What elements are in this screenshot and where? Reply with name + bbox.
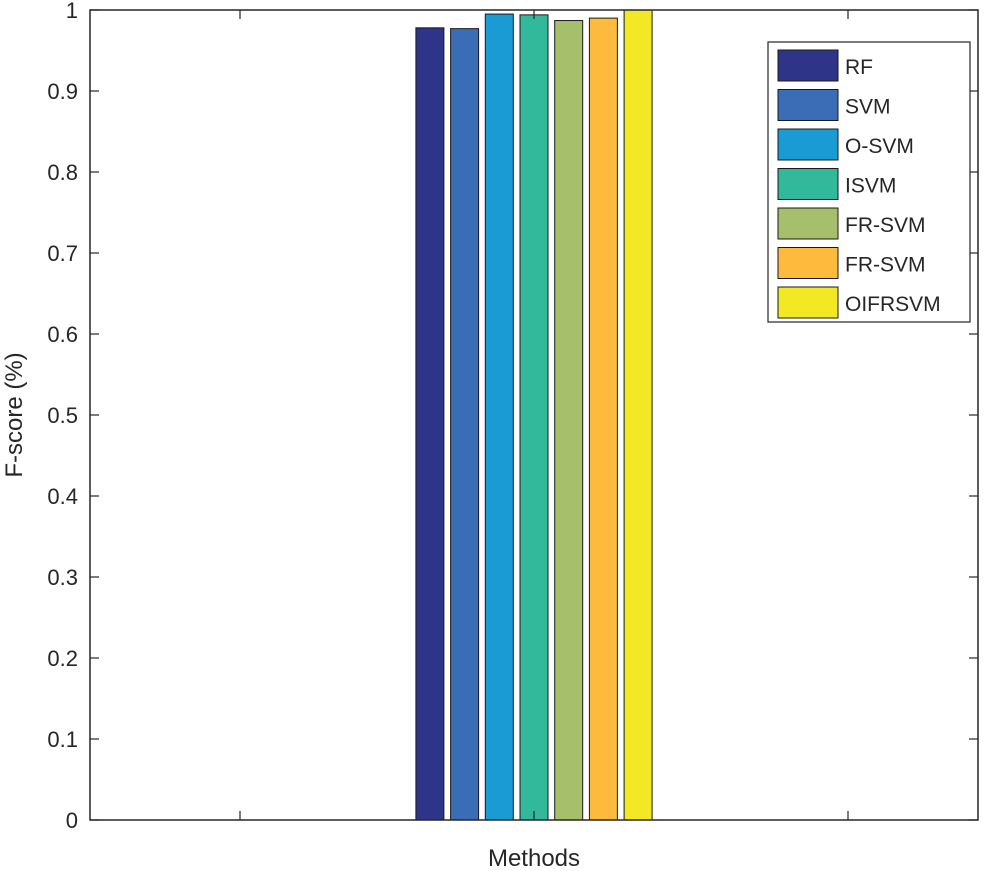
y-tick-label: 0.3 xyxy=(47,565,78,590)
y-tick-label: 0.5 xyxy=(47,403,78,428)
bar-isvm xyxy=(519,14,549,821)
legend-label: OIFRSVM xyxy=(845,293,941,316)
bar-o-svm xyxy=(484,13,514,821)
bar-rf xyxy=(415,27,445,821)
y-tick-label: 0.8 xyxy=(47,160,78,185)
bar-svm xyxy=(450,28,480,821)
legend-label: FR-SVM xyxy=(845,254,926,277)
bars xyxy=(415,9,653,821)
y-tick-label: 0.9 xyxy=(47,79,78,104)
legend-label: RF xyxy=(845,56,873,79)
y-axis-label: F-score (%) xyxy=(1,352,28,477)
legend-label: O-SVM xyxy=(845,135,914,158)
legend-swatch xyxy=(777,128,839,161)
legend-label: ISVM xyxy=(845,175,896,198)
legend-label: SVM xyxy=(845,96,891,119)
legend-swatch xyxy=(777,207,839,240)
bar-fr-svm xyxy=(554,20,584,821)
legend-swatch xyxy=(777,247,839,279)
legend-swatch xyxy=(777,89,839,121)
legend: RF SVM O-SVM ISVM FR-SVM FR-SVM OIFRSVM xyxy=(767,41,971,323)
legend-swatch xyxy=(777,286,839,319)
legend-swatch xyxy=(777,49,839,82)
legend-label: FR-SVM xyxy=(845,214,926,237)
x-axis-label: Methods xyxy=(488,845,580,871)
y-tick-label: 1 xyxy=(66,0,78,23)
y-axis-ticks: 0 0.1 0.2 0.3 0.4 0.5 0.6 0.7 0.8 0.9 1 xyxy=(47,0,978,833)
legend-swatch xyxy=(777,168,839,200)
x-axis-ticks xyxy=(239,10,849,820)
plot-frame xyxy=(89,9,979,821)
y-tick-label: 0.6 xyxy=(47,322,78,347)
y-tick-label: 0.1 xyxy=(47,727,78,752)
y-tick-label: 0.7 xyxy=(47,241,78,266)
y-tick-label: 0.4 xyxy=(47,484,78,509)
bar-fr-svm xyxy=(588,17,618,821)
y-tick-label: 0.2 xyxy=(47,646,78,671)
y-tick-label: 0 xyxy=(66,808,78,833)
bar-oifrsvm xyxy=(623,9,653,821)
